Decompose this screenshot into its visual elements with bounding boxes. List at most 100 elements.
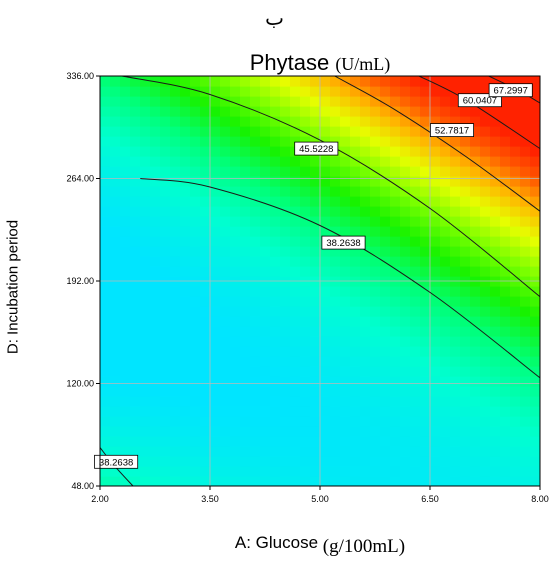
- heat-cell: [320, 376, 331, 387]
- heat-cell: [100, 166, 111, 177]
- heat-cell: [510, 346, 521, 357]
- heat-cell: [110, 246, 121, 257]
- heat-cell: [390, 146, 401, 157]
- heat-cell: [110, 166, 121, 177]
- heat-cell: [250, 106, 261, 117]
- heat-cell: [250, 226, 261, 237]
- heat-cell: [380, 296, 391, 307]
- heat-cell: [500, 146, 511, 157]
- heat-cell: [270, 406, 281, 417]
- heat-cell: [180, 166, 191, 177]
- heat-cell: [200, 246, 211, 257]
- heat-cell: [400, 136, 411, 147]
- heat-cell: [140, 156, 151, 167]
- heat-cell: [230, 426, 241, 437]
- heat-cell: [210, 336, 221, 347]
- heat-cell: [100, 306, 111, 317]
- heat-cell: [510, 376, 521, 387]
- heat-cell: [210, 366, 221, 377]
- heat-cell: [210, 196, 221, 207]
- heat-cell: [240, 116, 251, 127]
- heat-cell: [480, 126, 491, 137]
- heat-cell: [250, 186, 261, 197]
- heat-cell: [170, 436, 181, 447]
- heat-cell: [150, 356, 161, 367]
- heat-cell: [200, 226, 211, 237]
- heat-cell: [230, 286, 241, 297]
- heat-cell: [450, 266, 461, 277]
- heat-cell: [170, 366, 181, 377]
- heat-cell: [120, 76, 131, 87]
- heat-cell: [240, 106, 251, 117]
- heat-cell: [120, 416, 131, 427]
- heat-cell: [330, 406, 341, 417]
- heat-cell: [180, 396, 191, 407]
- heat-cell: [530, 196, 540, 207]
- heat-cell: [200, 166, 211, 177]
- heat-cell: [280, 146, 291, 157]
- heat-cell: [290, 416, 301, 427]
- heat-cell: [160, 316, 171, 327]
- heat-cell: [240, 256, 251, 267]
- heat-cell: [120, 376, 131, 387]
- heat-cell: [390, 356, 401, 367]
- heat-cell: [350, 166, 361, 177]
- heat-cell: [500, 366, 511, 377]
- heat-cell: [140, 326, 151, 337]
- heat-cell: [520, 226, 531, 237]
- heat-cell: [440, 416, 451, 427]
- heat-cell: [520, 236, 531, 247]
- heat-cell: [510, 136, 521, 147]
- heat-cell: [100, 376, 111, 387]
- heat-cell: [170, 236, 181, 247]
- heat-cell: [240, 336, 251, 347]
- heat-cell: [130, 296, 141, 307]
- heat-cell: [270, 366, 281, 377]
- heat-cell: [200, 96, 211, 107]
- heat-cell: [200, 236, 211, 247]
- heat-cell: [170, 86, 181, 97]
- heat-cell: [140, 456, 151, 467]
- heat-cell: [480, 86, 491, 97]
- heat-cell: [190, 266, 201, 277]
- heat-cell: [130, 106, 141, 117]
- heat-cell: [250, 196, 261, 207]
- heat-cell: [320, 196, 331, 207]
- heat-cell: [190, 166, 201, 177]
- heat-cell: [160, 136, 171, 147]
- heat-cell: [440, 246, 451, 257]
- heat-cell: [290, 256, 301, 267]
- heat-cell: [400, 346, 411, 357]
- heat-cell: [530, 176, 540, 187]
- heat-cell: [380, 316, 391, 327]
- heat-cell: [310, 216, 321, 227]
- heat-cell: [310, 236, 321, 247]
- heat-cell: [200, 306, 211, 317]
- heat-cell: [320, 406, 331, 417]
- heat-cell: [110, 126, 121, 137]
- heat-cell: [360, 306, 371, 317]
- heat-cell: [200, 346, 211, 357]
- heat-cell: [360, 246, 371, 257]
- heat-cell: [390, 376, 401, 387]
- heat-cell: [340, 296, 351, 307]
- heat-cell: [250, 406, 261, 417]
- heat-cell: [270, 266, 281, 277]
- heat-cell: [180, 316, 191, 327]
- heat-cell: [270, 416, 281, 427]
- heat-cell: [160, 206, 171, 217]
- heat-cell: [140, 446, 151, 457]
- heat-cell: [190, 346, 201, 357]
- heat-cell: [230, 306, 241, 317]
- heat-cell: [150, 336, 161, 347]
- heat-cell: [380, 136, 391, 147]
- heat-cell: [290, 366, 301, 377]
- heat-cell: [130, 366, 141, 377]
- heat-cell: [480, 366, 491, 377]
- heat-cell: [490, 476, 501, 486]
- heat-cell: [230, 96, 241, 107]
- heat-cell: [300, 186, 311, 197]
- heat-cell: [320, 476, 331, 486]
- heat-cell: [380, 286, 391, 297]
- heat-cell: [430, 146, 441, 157]
